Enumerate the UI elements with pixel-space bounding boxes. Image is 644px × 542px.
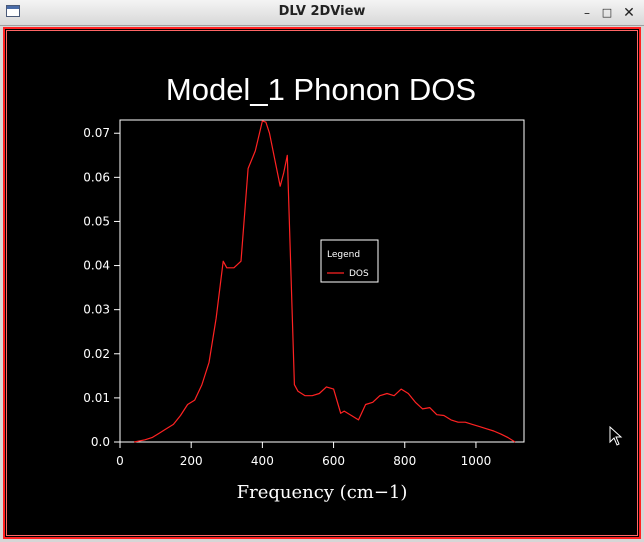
window-title: DLV 2DView [278, 4, 366, 19]
legend: Legend DOS [320, 239, 379, 283]
window-menu-icon[interactable] [6, 5, 20, 17]
x-tick-label: 400 [251, 454, 274, 468]
x-tick-label: 1000 [461, 454, 492, 468]
y-tick-label: 0.03 [83, 303, 110, 317]
x-tick-label: 600 [322, 454, 345, 468]
legend-box [320, 239, 379, 283]
y-tick-label: 0.0 [91, 435, 110, 449]
mouse-pointer-icon [609, 426, 623, 446]
x-tick-label: 0 [116, 454, 124, 468]
y-tick-label: 0.07 [83, 126, 110, 140]
close-button[interactable]: ✕ [623, 5, 635, 21]
legend-title: Legend [327, 250, 360, 260]
plot-canvas-frame [3, 27, 641, 539]
title-bar[interactable]: DLV 2DView – □ ✕ [0, 0, 644, 26]
x-tick-label: 200 [180, 454, 203, 468]
minimize-button[interactable]: – [584, 6, 590, 20]
x-axis: 0 200 400 600 800 1000 [116, 442, 491, 468]
maximize-button[interactable]: □ [601, 6, 613, 19]
y-tick-label: 0.01 [83, 391, 110, 405]
y-tick-label: 0.02 [83, 347, 110, 361]
plot-canvas-inner-border [6, 30, 638, 536]
y-tick-label: 0.06 [83, 170, 110, 184]
x-tick-label: 800 [393, 454, 416, 468]
legend-label-dos: DOS [349, 269, 369, 279]
chart-title: Model_1 Phonon DOS [166, 72, 476, 107]
y-axis: 0.0 0.01 0.02 0.03 0.04 0.05 0.06 0.07 [83, 126, 120, 449]
y-tick-label: 0.05 [83, 214, 110, 228]
plot-area-frame [119, 119, 525, 443]
y-tick-label: 0.04 [83, 259, 110, 273]
series-line-dos [134, 120, 516, 443]
x-axis-label: Frequency (cm−1) [237, 482, 408, 503]
